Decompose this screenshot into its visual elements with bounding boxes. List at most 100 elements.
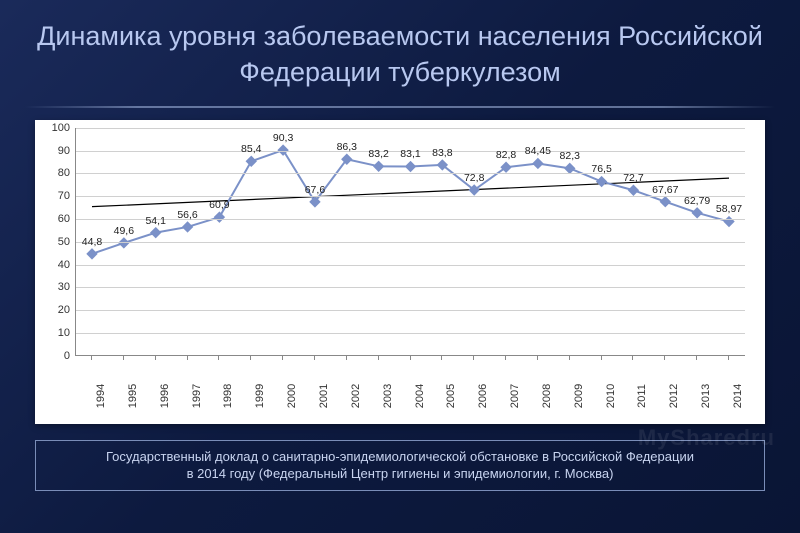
x-tick [569, 356, 570, 360]
x-tick [728, 356, 729, 360]
x-tick-label: 1999 [254, 384, 266, 408]
x-tick-label: 2002 [350, 384, 362, 408]
data-marker [533, 158, 543, 168]
data-point-label: 56,6 [177, 209, 197, 221]
data-point-label: 62,79 [684, 195, 710, 207]
x-tick-label: 1995 [127, 384, 139, 408]
x-tick-label: 2010 [605, 384, 617, 408]
x-tick [314, 356, 315, 360]
x-tick-label: 2014 [732, 384, 744, 408]
data-point-label: 76,5 [591, 163, 611, 175]
x-tick [537, 356, 538, 360]
slide-title: Динамика уровня заболеваемости населения… [0, 0, 800, 106]
data-marker [565, 163, 575, 173]
data-point-label: 44,8 [82, 236, 102, 248]
y-tick-label: 100 [52, 122, 70, 134]
x-tick-label: 2004 [414, 384, 426, 408]
grid-line [76, 287, 745, 288]
data-point-label: 60,9 [209, 199, 229, 211]
data-marker [183, 222, 193, 232]
x-tick [505, 356, 506, 360]
x-tick-label: 1997 [191, 384, 203, 408]
y-tick-label: 50 [58, 236, 70, 248]
x-tick [441, 356, 442, 360]
y-tick-label: 70 [58, 190, 70, 202]
y-tick-label: 60 [58, 213, 70, 225]
x-tick-label: 2013 [700, 384, 712, 408]
chart-container: 0 10 20 30 40 50 60 70 80 90 100 44,8 49,6 54,1 56,6 6… [35, 120, 765, 424]
data-point-label: 82,3 [560, 150, 580, 162]
x-tick [187, 356, 188, 360]
data-marker [87, 249, 97, 259]
x-tick-label: 2006 [477, 384, 489, 408]
x-tick [664, 356, 665, 360]
data-marker [628, 185, 638, 195]
x-tick-label: 1994 [95, 384, 107, 408]
grid-line [76, 265, 745, 266]
data-point-label: 67,67 [652, 184, 678, 196]
x-tick-label: 1998 [222, 384, 234, 408]
data-marker [246, 156, 256, 166]
x-tick [282, 356, 283, 360]
x-tick-label: 2000 [286, 384, 298, 408]
data-point-label: 72,8 [464, 172, 484, 184]
data-point-label: 83,8 [432, 147, 452, 159]
x-tick [218, 356, 219, 360]
x-axis: 1994 1995 1996 1997 1998 1999 2000 2001 2002 2003… [75, 362, 745, 418]
y-tick-label: 40 [58, 259, 70, 271]
x-tick [410, 356, 411, 360]
data-marker [214, 212, 224, 222]
data-point-label: 72,7 [623, 172, 643, 184]
x-tick-label: 2005 [445, 384, 457, 408]
x-tick [601, 356, 602, 360]
source-box: Государственный доклад о санитарно-эпиде… [35, 440, 765, 491]
data-marker [151, 228, 161, 238]
x-tick-label: 2007 [509, 384, 521, 408]
grid-line [76, 242, 745, 243]
data-marker [374, 161, 384, 171]
y-tick-label: 80 [58, 167, 70, 179]
data-point-label: 85,4 [241, 143, 261, 155]
y-tick-label: 0 [64, 350, 70, 362]
grid-line [76, 196, 745, 197]
x-tick-label: 1996 [159, 384, 171, 408]
x-tick-label: 2001 [318, 384, 330, 408]
data-point-label: 67,6 [305, 184, 325, 196]
x-tick-label: 2012 [668, 384, 680, 408]
y-axis: 0102030405060708090100 [45, 128, 73, 356]
x-tick [378, 356, 379, 360]
source-line1: Государственный доклад о санитарно-эпиде… [106, 449, 694, 464]
x-tick-label: 2009 [573, 384, 585, 408]
x-tick [123, 356, 124, 360]
chart-area: 0102030405060708090100 44,849,654,156,66… [75, 128, 745, 418]
data-marker [597, 176, 607, 186]
y-tick-label: 90 [58, 145, 70, 157]
divider [25, 106, 775, 108]
source-line2: в 2014 году (Федеральный Центр гигиены и… [187, 466, 614, 481]
data-marker [660, 197, 670, 207]
data-point-label: 54,1 [145, 215, 165, 227]
data-point-label: 58,97 [716, 203, 742, 215]
x-tick-label: 2003 [382, 384, 394, 408]
x-tick [632, 356, 633, 360]
grid-line [76, 333, 745, 334]
data-point-label: 83,1 [400, 148, 420, 160]
y-tick-label: 10 [58, 327, 70, 339]
plot-area: 44,8 49,6 54,1 56,6 60,9 85,4 90,3 67,6 86,3 83,2… [75, 128, 745, 356]
grid-line [76, 173, 745, 174]
data-point-label: 90,3 [273, 132, 293, 144]
data-point-label: 82,8 [496, 149, 516, 161]
x-tick-label: 2011 [636, 384, 648, 408]
x-tick [250, 356, 251, 360]
y-tick-label: 20 [58, 304, 70, 316]
x-tick [346, 356, 347, 360]
data-point-label: 83,2 [368, 148, 388, 160]
x-tick [91, 356, 92, 360]
data-marker [724, 216, 734, 226]
data-marker [692, 208, 702, 218]
x-tick [696, 356, 697, 360]
y-tick-label: 30 [58, 281, 70, 293]
data-marker [406, 161, 416, 171]
data-point-label: 86,3 [337, 141, 357, 153]
data-point-label: 49,6 [114, 225, 134, 237]
